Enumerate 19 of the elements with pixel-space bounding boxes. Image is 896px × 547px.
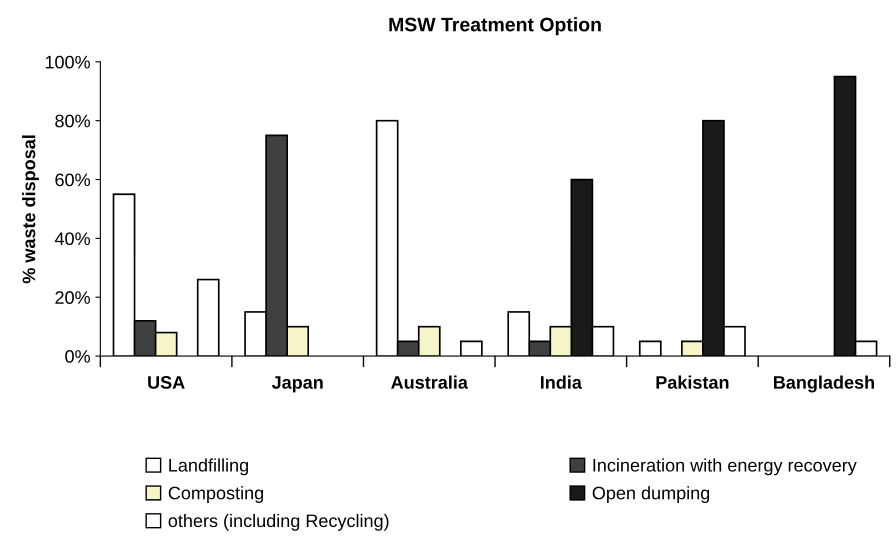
y-tick-label: 60%: [55, 173, 90, 186]
legend-label: Open dumping: [592, 486, 710, 503]
x-tick-label: India: [540, 376, 582, 389]
legend-label: Composting: [168, 486, 264, 503]
y-tick-label: 100%: [46, 56, 90, 69]
x-tick-label: Pakistan: [656, 376, 728, 389]
y-tick-label: 0%: [65, 350, 90, 363]
x-tick-label: USA: [148, 376, 185, 389]
x-tick-label: Japan: [272, 376, 323, 392]
y-tick-label: 40%: [54, 232, 90, 246]
legend-label: Landfilling: [169, 458, 248, 476]
x-tick-label: Australia: [391, 376, 468, 389]
chart-title: MSW Treatment Option: [389, 17, 601, 36]
legend-label: Incineration with energy recovery: [593, 458, 857, 476]
y-axis-title: % waste disposal: [22, 135, 39, 284]
y-tick-label: 20%: [55, 291, 90, 304]
x-tick-label: Bangladesh: [774, 376, 874, 392]
y-tick-label: 80%: [55, 114, 90, 128]
legend-label: others (including Recycling): [168, 514, 388, 531]
